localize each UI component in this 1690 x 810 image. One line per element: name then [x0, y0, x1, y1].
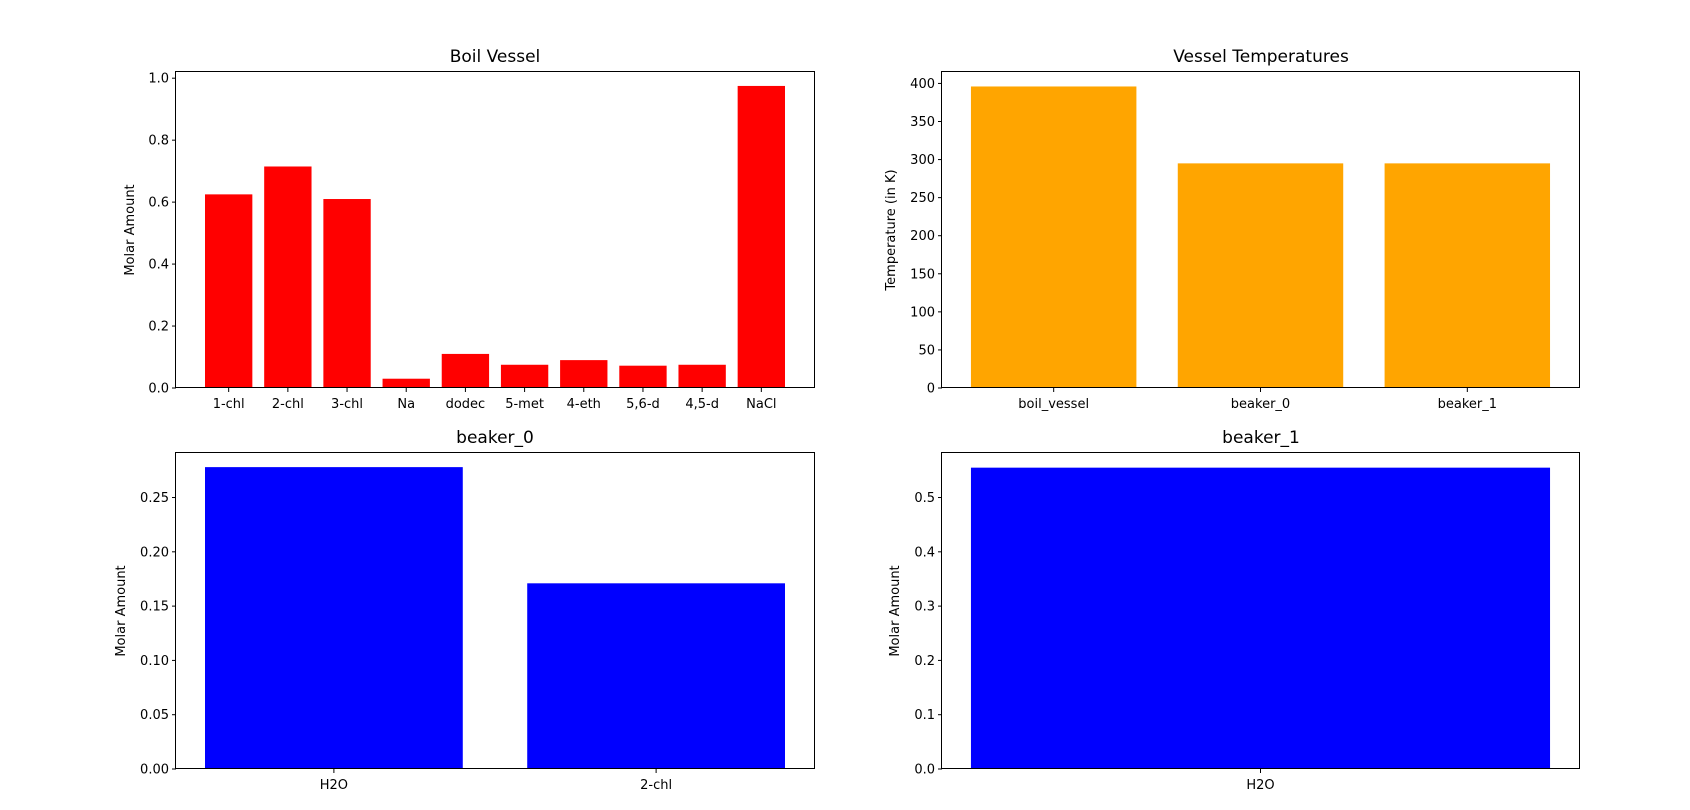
bar-dodec: [441, 353, 490, 388]
x-ticks: H2O: [1246, 769, 1275, 793]
y-tick-label: 0.25: [140, 491, 169, 506]
bar-5,6-d: [619, 365, 667, 388]
y-tick-label: 0.0: [148, 382, 169, 397]
bar-beaker_0: [1177, 163, 1344, 388]
x-ticks: boil_vessel beaker_0 beaker_1: [1018, 388, 1497, 412]
bars: [970, 86, 1551, 388]
y-axis-label: Temperature (in K): [884, 169, 899, 291]
y-tick-label: 0.20: [140, 545, 169, 560]
bar-beaker_1: [1384, 163, 1551, 388]
bar-3-chl: [323, 199, 371, 388]
chart-title: Boil Vessel: [450, 47, 541, 67]
chart-vessel-temperatures: Vessel Temperatures Temperature (in K) b…: [884, 47, 1580, 412]
y-tick-label: 50: [918, 343, 935, 358]
y-tick-label: 0.8: [148, 134, 169, 149]
y-tick-label: 300: [910, 153, 935, 168]
chart-title: Vessel Temperatures: [1173, 47, 1349, 67]
y-tick-label: 150: [910, 267, 935, 282]
y-axis-label: Molar Amount: [114, 565, 129, 656]
x-tick-label: 5,6-d: [626, 397, 660, 412]
x-tick-label: 5-met: [505, 397, 544, 412]
x-tick-label: 2-chl: [640, 778, 672, 793]
y-tick-label: 0.2: [148, 320, 169, 335]
x-tick-label: H2O: [320, 778, 348, 793]
y-tick-label: 400: [910, 77, 935, 92]
y-tick-label: 0.5: [914, 491, 935, 506]
x-tick-label: 3-chl: [331, 397, 363, 412]
y-tick-label: 0.4: [148, 258, 169, 273]
y-ticks: 0 50 100 150 200 250 300 350 400: [910, 77, 942, 397]
y-tick-label: 250: [910, 191, 935, 206]
bar-NaCl: [737, 85, 785, 388]
bars: [970, 467, 1551, 769]
plot-frame: [941, 452, 1580, 769]
x-tick-label: beaker_1: [1438, 397, 1497, 412]
bar-2-chl: [527, 583, 785, 769]
bar-5-met: [500, 364, 549, 388]
y-tick-label: 0.05: [140, 708, 169, 723]
bar-Na: [382, 378, 430, 388]
y-tick-label: 350: [910, 115, 935, 130]
y-tick-label: 0.10: [140, 654, 169, 669]
chart-beaker-0: beaker_0 Molar Amount H2O 2-chl 0.000.050…: [114, 428, 815, 793]
x-tick-label: 2-chl: [272, 397, 304, 412]
x-tick-label: Na: [397, 397, 415, 412]
y-ticks: 0.0 0.2 0.4 0.6 0.8 1.0: [148, 72, 176, 397]
y-axis-label: Molar Amount: [888, 565, 903, 656]
x-ticks: 1-chl 2-chl 3-chl Na dodec 5-met 4-eth 5,6-d 4,5…: [213, 388, 777, 412]
y-tick-label: 200: [910, 229, 935, 244]
y-tick-label: 0.0: [914, 763, 935, 778]
chart-boil-vessel: Boil Vessel Molar Amount 1-chl 2-chl 3-chl…: [123, 47, 815, 412]
y-ticks: 0.0 0.1 0.2 0.3 0.4 0.5: [914, 491, 942, 778]
bars: [205, 467, 785, 769]
bar-H2O: [205, 467, 463, 769]
x-tick-label: boil_vessel: [1018, 397, 1089, 412]
plot-frame: [941, 71, 1580, 388]
y-tick-label: 0.4: [914, 545, 935, 560]
x-tick-label: 4,5-d: [685, 397, 719, 412]
y-tick-label: 0.1: [914, 708, 935, 723]
bar-4,5-d: [678, 364, 726, 388]
y-tick-label: 0.15: [140, 600, 169, 615]
chart-title: beaker_1: [1222, 428, 1300, 448]
x-tick-label: 4-eth: [567, 397, 601, 412]
y-tick-label: 0.2: [914, 654, 935, 669]
y-tick-label: 0.00: [140, 763, 169, 778]
y-ticks: 0.00 0.05 0.10 0.15 0.20 0.25: [140, 491, 176, 778]
bar-H2O: [970, 467, 1551, 769]
bars: [205, 85, 785, 388]
bar-boil_vessel: [970, 86, 1137, 388]
x-ticks: H2O 2-chl: [320, 769, 672, 793]
chart-beaker-1: beaker_1 Molar Amount H2O 0.00.10.20.30.…: [888, 428, 1580, 793]
bar-1-chl: [205, 194, 253, 388]
x-tick-label: H2O: [1246, 778, 1274, 793]
x-tick-label: dodec: [446, 397, 486, 412]
y-tick-label: 1.0: [148, 72, 169, 87]
bar-4-eth: [560, 360, 608, 388]
x-tick-label: beaker_0: [1231, 397, 1290, 412]
chart-title: beaker_0: [456, 428, 534, 448]
x-tick-label: 1-chl: [213, 397, 245, 412]
plot-frame: [175, 71, 815, 388]
y-tick-label: 0.6: [148, 196, 169, 211]
y-tick-label: 100: [910, 305, 935, 320]
y-tick-label: 0.3: [914, 600, 935, 615]
plot-frame: [175, 452, 815, 769]
y-tick-label: 0: [927, 382, 935, 397]
y-axis-label: Molar Amount: [123, 184, 138, 275]
bar-2-chl: [264, 166, 312, 388]
x-tick-label: NaCl: [746, 397, 776, 412]
